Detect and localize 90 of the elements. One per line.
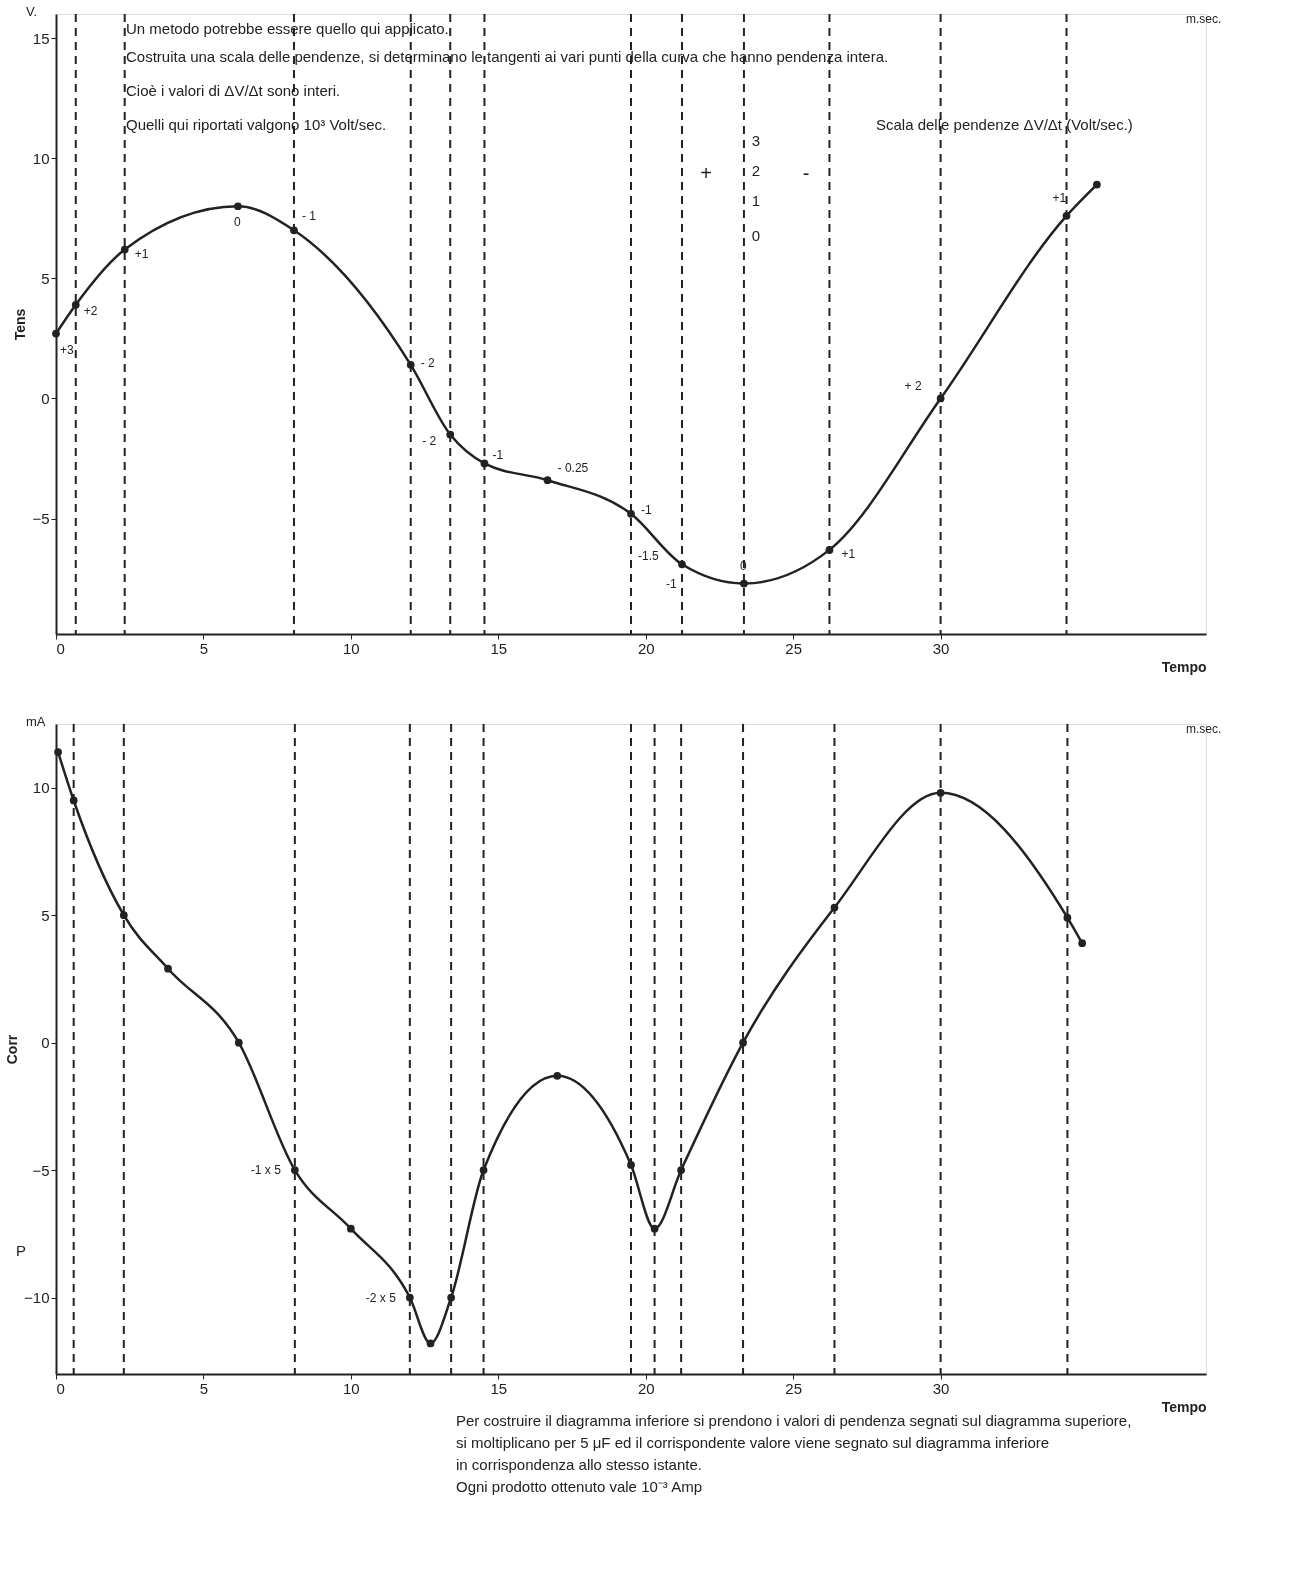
annotation: m.sec.: [1186, 722, 1222, 736]
y-tick-label: 5: [41, 906, 50, 924]
x-tick-label: 15: [490, 1379, 508, 1397]
x-tick-label: 25: [785, 1379, 803, 1397]
annotation: Scala delle pendenze ΔV/Δt (Volt/sec.): [876, 116, 1133, 133]
annotation: +3: [60, 342, 75, 357]
point: [1093, 180, 1101, 189]
annotation: -: [802, 162, 810, 184]
point: [405, 1293, 414, 1302]
point: [54, 748, 62, 756]
annotation: +2: [83, 303, 98, 318]
y-tick-label: 0: [41, 390, 50, 407]
point: [234, 1038, 243, 1047]
annotation: 0: [233, 215, 241, 230]
annotation: Cioè i valori di ΔV/Δt sono interi.: [126, 82, 341, 99]
y-tick-label: 0: [41, 1034, 50, 1052]
point: [543, 476, 552, 485]
point: [234, 202, 242, 211]
annotation: Costruita una scala delle pendenze, si determinano le tangenti ai vari punti della curva che hanno pendenza intera.: [126, 48, 889, 65]
x-tick-label: 30: [932, 639, 950, 657]
point: [52, 329, 60, 338]
annotation: 1: [751, 192, 761, 209]
annotation: +1: [841, 546, 856, 561]
annotation: m.sec.: [1186, 12, 1222, 26]
annotation: 0: [739, 558, 747, 573]
point: [553, 1071, 562, 1080]
x-tick-label: 5: [199, 1379, 209, 1397]
x-tick-label: 0: [56, 639, 65, 657]
point: [120, 245, 129, 254]
point: [447, 1293, 455, 1302]
x-axis-title: Tempo: [1161, 1398, 1207, 1415]
annotation: + 2: [904, 379, 922, 394]
x-tick-label: 25: [785, 639, 803, 657]
annotation: 0: [751, 227, 761, 244]
point: [426, 1339, 435, 1348]
annotation: -1 x 5: [250, 1163, 282, 1178]
point: [740, 579, 748, 588]
text: V.: [26, 4, 38, 19]
text: Per costruire il diagramma inferiore si prendono i valori di pendenza segnati sul diagramma superiore,: [456, 1412, 1132, 1429]
annotation: Quelli qui riportati valgono 10³ Volt/sec.: [126, 116, 387, 133]
x-tick-label: 10: [343, 639, 360, 657]
annotation: -1.5: [638, 549, 660, 564]
text: mA: [26, 714, 46, 729]
y-tick-label: −10: [24, 1289, 50, 1307]
point: [1078, 939, 1087, 948]
x-tick-label: 15: [490, 639, 508, 657]
annotation: 3: [751, 132, 761, 149]
annotation: Un metodo potrebbe essere quello qui applicato.: [126, 20, 449, 37]
x-tick-label: 30: [932, 1379, 950, 1397]
x-tick-label: 20: [637, 639, 655, 657]
annotation: -1: [641, 502, 652, 517]
y-tick-label: 10: [32, 779, 50, 797]
x-tick-label: 10: [343, 1379, 360, 1397]
annotation: -1: [492, 448, 504, 463]
x-tick-label: 0: [56, 1379, 65, 1397]
annotation: - 1: [301, 209, 317, 224]
point: [1063, 913, 1072, 922]
annotation: +1: [134, 246, 149, 261]
point: [936, 788, 945, 797]
point: [119, 911, 128, 920]
x-tick-label: 20: [637, 1379, 655, 1397]
x-tick-label: 5: [199, 639, 209, 657]
annotation: -2 x 5: [365, 1290, 397, 1305]
y-tick-label: 5: [41, 269, 50, 287]
y-tick-label: 15: [32, 29, 50, 47]
annotation: - 2: [420, 355, 436, 370]
point: [479, 1166, 488, 1174]
point: [290, 1166, 299, 1174]
annotation: - 0.25: [557, 461, 589, 476]
y-tick-label: −5: [32, 1161, 50, 1179]
point: [164, 964, 172, 973]
annotation: +1: [1052, 190, 1067, 205]
y-axis-title: Tens: [12, 308, 29, 341]
text: si moltiplicano per 5 μF ed il corrispondente valore viene segnato sul diagramma inferiore: [456, 1434, 1050, 1451]
annotation: -1: [666, 577, 678, 592]
annotation: +: [700, 162, 712, 184]
text: P: [16, 1242, 27, 1259]
annotation: 2: [751, 162, 761, 179]
point: [627, 509, 635, 518]
point: [739, 1038, 747, 1047]
point: [71, 300, 80, 309]
text: in corrispondenza allo stesso istante.: [456, 1456, 702, 1473]
text: Ogni prodotto ottenuto vale 10⁻³ Amp: [456, 1478, 702, 1495]
y-tick-label: −5: [32, 510, 50, 528]
annotation: - 2: [422, 433, 437, 448]
x-axis-title: Tempo: [1161, 658, 1207, 675]
y-axis-title: Corr: [4, 1034, 21, 1065]
point: [347, 1224, 355, 1233]
point: [677, 1166, 685, 1174]
y-tick-label: 10: [32, 149, 50, 167]
